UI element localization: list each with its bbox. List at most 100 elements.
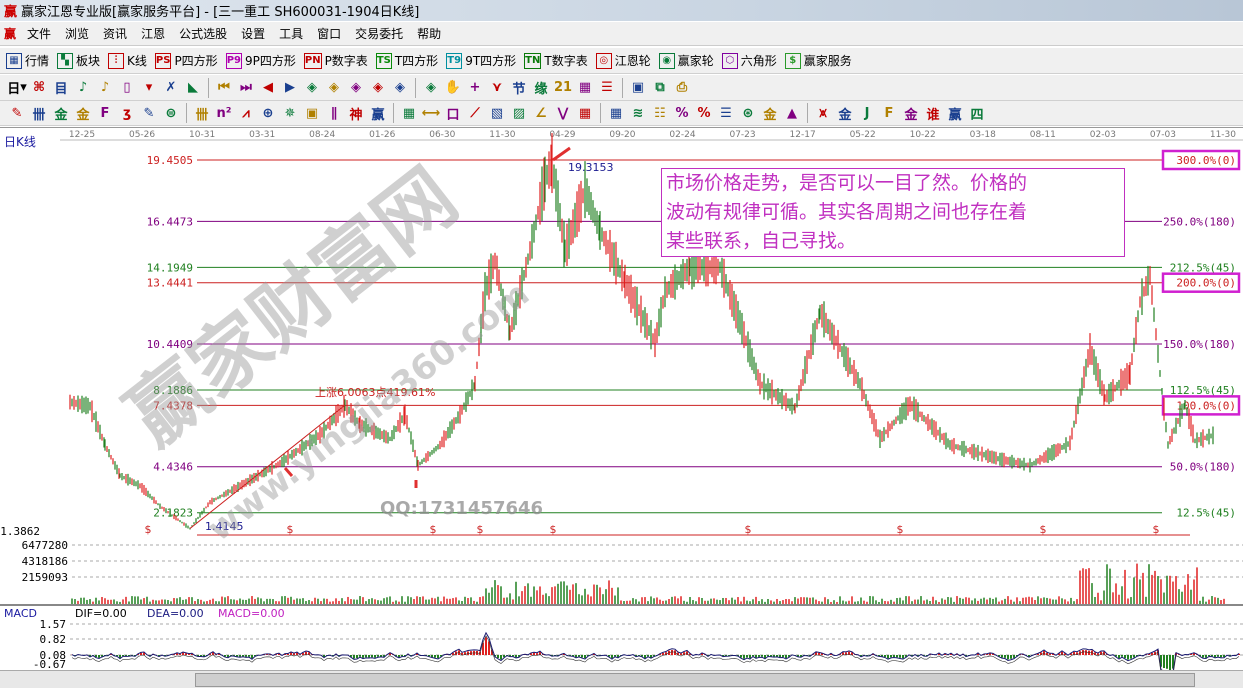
toolbar-button[interactable]: T9 9T四方形 bbox=[446, 52, 516, 69]
tool-icon[interactable]: ▲ bbox=[787, 105, 797, 121]
tool-icon[interactable]: ⋎ bbox=[491, 80, 503, 95]
menu-item[interactable]: 浏览 bbox=[65, 27, 90, 41]
tool-icon[interactable]: ⊜ bbox=[165, 105, 177, 121]
tool-icon[interactable]: ▨ bbox=[512, 105, 526, 121]
tool-icon[interactable]: ⊛ bbox=[742, 105, 754, 121]
tool-icon[interactable]: ⟋ bbox=[470, 105, 480, 121]
tool-icon[interactable]: ✋ bbox=[444, 80, 462, 95]
menu-item[interactable]: 窗口 bbox=[317, 27, 342, 41]
tool-icon[interactable]: ✵ bbox=[284, 105, 296, 121]
tool-icon[interactable]: % bbox=[675, 105, 689, 121]
tool-icon[interactable]: ◈ bbox=[426, 80, 436, 95]
tool-icon[interactable]: ▯ bbox=[123, 80, 131, 95]
menu-logo[interactable]: 赢 bbox=[4, 27, 17, 41]
menu-item[interactable]: 帮助 bbox=[417, 27, 442, 41]
tool-icon[interactable]: ⌘ bbox=[32, 80, 46, 95]
tool-icon[interactable]: 口 bbox=[446, 107, 460, 123]
tool-icon[interactable]: 节 bbox=[512, 82, 526, 97]
tool-icon[interactable]: % bbox=[697, 105, 711, 121]
toolbar-button[interactable]: TS T四方形 bbox=[375, 52, 438, 69]
menu-item[interactable]: 设置 bbox=[241, 27, 266, 41]
tool-icon[interactable]: ▣ bbox=[305, 105, 319, 121]
tool-icon[interactable]: 四 bbox=[970, 107, 984, 123]
tool-icon[interactable]: ▦ bbox=[578, 105, 592, 121]
tool-icon[interactable]: ⟷ bbox=[421, 105, 441, 121]
tool-icon[interactable]: 赢 bbox=[948, 107, 962, 123]
tool-icon[interactable]: 金 bbox=[838, 107, 852, 123]
tool-icon[interactable]: ▦ bbox=[402, 105, 416, 121]
tool-icon[interactable]: ▾ bbox=[145, 80, 153, 95]
menu-item[interactable]: 文件 bbox=[27, 27, 52, 41]
tool-icon[interactable]: ✎ bbox=[11, 105, 23, 121]
tool-icon[interactable]: 赢 bbox=[371, 107, 385, 123]
tool-icon[interactable]: ⏭ bbox=[240, 80, 252, 95]
tool-icon[interactable]: ⊕ bbox=[262, 105, 274, 121]
menu-item[interactable]: 工具 bbox=[279, 27, 304, 41]
tool-icon[interactable]: ʒ bbox=[122, 105, 132, 121]
tool-icon[interactable]: ◈ bbox=[351, 80, 361, 95]
tool-icon[interactable]: F bbox=[100, 105, 110, 121]
tool-icon[interactable]: ▦ bbox=[578, 80, 592, 95]
tool-icon[interactable]: F bbox=[884, 105, 894, 121]
tool-icon[interactable]: ▧ bbox=[490, 105, 504, 121]
tool-icon[interactable]: ⎙ bbox=[676, 80, 688, 95]
tool-icon[interactable]: ♪ bbox=[100, 80, 110, 95]
period-selector[interactable]: 日 ▾ bbox=[7, 80, 27, 97]
tool-icon[interactable]: ≋ bbox=[632, 105, 644, 121]
tool-icon[interactable]: 缘 bbox=[534, 82, 548, 97]
tool-icon[interactable]: 21 bbox=[553, 80, 573, 95]
tool-icon[interactable]: 卌 bbox=[195, 107, 209, 123]
tool-icon[interactable]: ⩘ bbox=[242, 105, 250, 121]
tool-icon[interactable]: J bbox=[864, 105, 870, 121]
tool-icon[interactable]: 金 bbox=[54, 107, 68, 123]
tool-icon[interactable]: 金 bbox=[76, 107, 90, 123]
tool-icon[interactable]: ⏮ bbox=[218, 80, 230, 95]
menu-item[interactable]: 公式选股 bbox=[179, 27, 228, 41]
toolbar-button[interactable]: ◉ 赢家轮 bbox=[658, 52, 714, 69]
tool-icon[interactable]: 卌 bbox=[32, 107, 46, 123]
tool-icon[interactable]: ▣ bbox=[631, 80, 645, 95]
toolbar-button[interactable]: ⬡ 六角形 bbox=[721, 52, 777, 69]
tool-icon[interactable]: ☰ bbox=[720, 105, 732, 121]
menu-item[interactable]: 交易委托 bbox=[355, 27, 404, 41]
tool-icon[interactable]: ▦ bbox=[609, 105, 623, 121]
tool-icon[interactable]: 金 bbox=[763, 107, 777, 123]
tool-icon[interactable]: ☰ bbox=[601, 80, 613, 95]
menu-item[interactable]: 江恩 bbox=[141, 27, 166, 41]
chart-area[interactable]: 12-25 05-26 10-31 03-31 08-24 01-26 06-30 11-30… bbox=[0, 127, 1243, 671]
tool-icon[interactable]: ∠ bbox=[535, 105, 547, 121]
tool-icon[interactable]: ⧉ bbox=[655, 80, 665, 95]
tool-icon[interactable]: ◈ bbox=[395, 80, 405, 95]
tool-icon[interactable]: 谁 bbox=[926, 107, 940, 123]
tool-icon[interactable]: ✗ bbox=[165, 80, 177, 95]
tool-icon[interactable]: n² bbox=[216, 105, 232, 121]
tool-icon[interactable]: ◈ bbox=[329, 80, 339, 95]
tool-icon[interactable]: ⋁ bbox=[557, 105, 569, 121]
tool-icon[interactable]: ✎ bbox=[143, 105, 155, 121]
toolbar-button[interactable]: PN P数字表 bbox=[303, 52, 368, 69]
toolbar-button[interactable]: ⫶ K线 bbox=[108, 52, 147, 69]
tool-icon[interactable]: ◈ bbox=[307, 80, 317, 95]
toolbar-button[interactable]: ▦ 行情 bbox=[6, 52, 49, 69]
menu-item[interactable]: 资讯 bbox=[103, 27, 128, 41]
tool-icon[interactable]: 目 bbox=[54, 82, 68, 97]
tool-icon[interactable]: ☷ bbox=[654, 105, 666, 121]
toolbar-button[interactable]: $ 赢家服务 bbox=[784, 52, 852, 69]
toolbar-button[interactable]: ▚ 板块 bbox=[57, 52, 100, 69]
toolbar-button[interactable]: ◎ 江恩轮 bbox=[595, 52, 651, 69]
tool-icon[interactable]: ⩙ bbox=[819, 105, 827, 121]
toolbar-button[interactable]: P9 9P四方形 bbox=[225, 52, 296, 69]
tool-icon[interactable]: ∥ bbox=[330, 105, 338, 121]
tool-icon[interactable]: ◣ bbox=[188, 80, 198, 95]
tool-icon[interactable]: ♪ bbox=[78, 80, 88, 95]
toolbar-button[interactable]: TN T数字表 bbox=[524, 52, 588, 69]
tool-icon[interactable]: ◀ bbox=[263, 80, 273, 95]
tool-icon[interactable]: ▶ bbox=[285, 80, 295, 95]
toolbar-button[interactable]: PS P四方形 bbox=[154, 52, 218, 69]
tool-icon[interactable]: ◈ bbox=[373, 80, 383, 95]
scrollbar-thumb[interactable] bbox=[195, 673, 1195, 687]
tool-icon[interactable]: 神 bbox=[349, 107, 363, 123]
tool-icon[interactable]: 金 bbox=[904, 107, 918, 123]
tool-icon[interactable]: + bbox=[469, 80, 481, 95]
chart-scrollbar[interactable] bbox=[0, 670, 1243, 688]
